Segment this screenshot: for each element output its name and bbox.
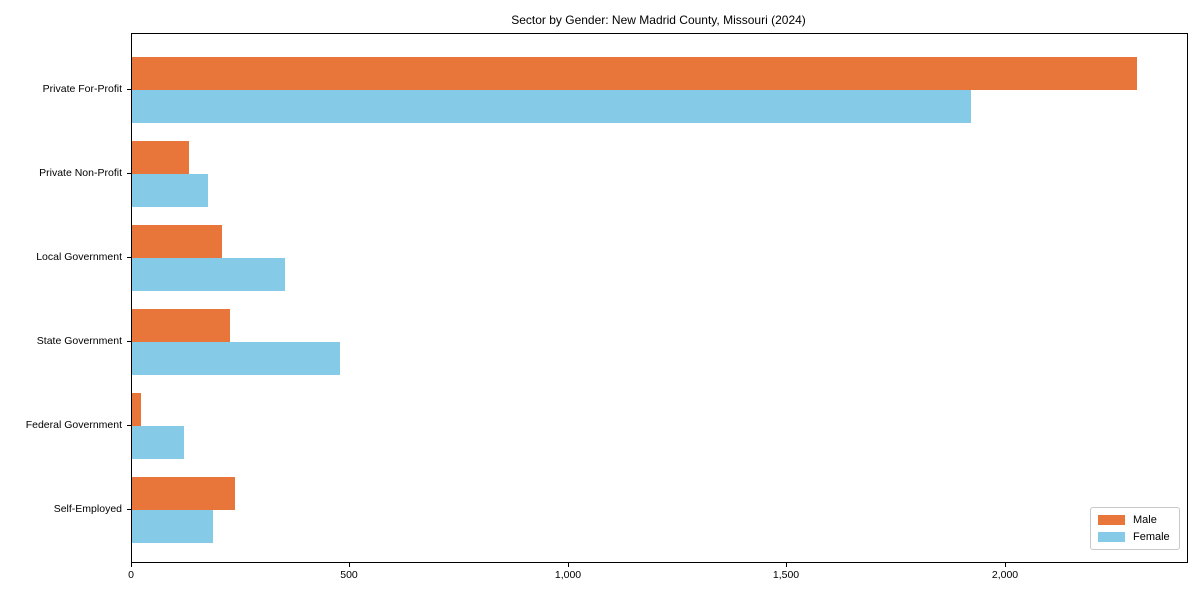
bar-female-private-non-profit — [132, 174, 208, 207]
x-axis-tick-label: 0 — [128, 569, 134, 581]
legend-swatch-male — [1098, 515, 1125, 525]
y-axis-label-private-for-profit: Private For-Profit — [42, 83, 122, 95]
bar-female-local-government — [132, 258, 285, 291]
x-axis-tick-label: 500 — [340, 569, 358, 581]
x-axis-tick — [1005, 563, 1006, 567]
y-axis-tick — [127, 425, 131, 426]
y-axis-label-local-government: Local Government — [36, 251, 122, 263]
bar-female-private-for-profit — [132, 90, 971, 123]
bar-female-self-employed — [132, 510, 213, 543]
x-axis-tick-label: 1,000 — [554, 569, 582, 581]
bar-male-local-government — [132, 225, 222, 258]
y-axis-label-state-government: State Government — [36, 335, 122, 347]
x-axis-tick-label: 1,500 — [772, 569, 800, 581]
y-axis-tick — [127, 509, 131, 510]
x-axis-tick-label: 2,000 — [991, 569, 1019, 581]
y-axis-label-federal-government: Federal Government — [25, 419, 122, 431]
y-axis-tick — [127, 257, 131, 258]
bar-male-state-government — [132, 309, 230, 342]
legend-swatch-female — [1098, 532, 1125, 542]
bar-male-private-for-profit — [132, 57, 1137, 90]
x-axis-tick — [349, 563, 350, 567]
legend-label-female: Female — [1133, 531, 1170, 543]
bar-male-self-employed — [132, 477, 235, 510]
chart-title: Sector by Gender: New Madrid County, Mis… — [511, 13, 806, 27]
bar-male-federal-government — [132, 393, 141, 426]
y-axis-label-self-employed: Self-Employed — [53, 503, 122, 515]
plot-area — [131, 33, 1188, 563]
legend-item-female: Female — [1098, 531, 1170, 543]
legend-item-male: Male — [1098, 514, 1170, 526]
bar-male-private-non-profit — [132, 141, 189, 174]
legend-label-male: Male — [1133, 514, 1157, 526]
y-axis-tick — [127, 173, 131, 174]
legend: Male Female — [1090, 507, 1180, 550]
x-axis-tick — [568, 563, 569, 567]
y-axis-tick — [127, 89, 131, 90]
bar-female-state-government — [132, 342, 340, 375]
x-axis-tick — [786, 563, 787, 567]
x-axis-tick — [131, 563, 132, 567]
y-axis-tick — [127, 341, 131, 342]
y-axis-label-private-non-profit: Private Non-Profit — [39, 167, 122, 179]
bar-female-federal-government — [132, 426, 184, 459]
